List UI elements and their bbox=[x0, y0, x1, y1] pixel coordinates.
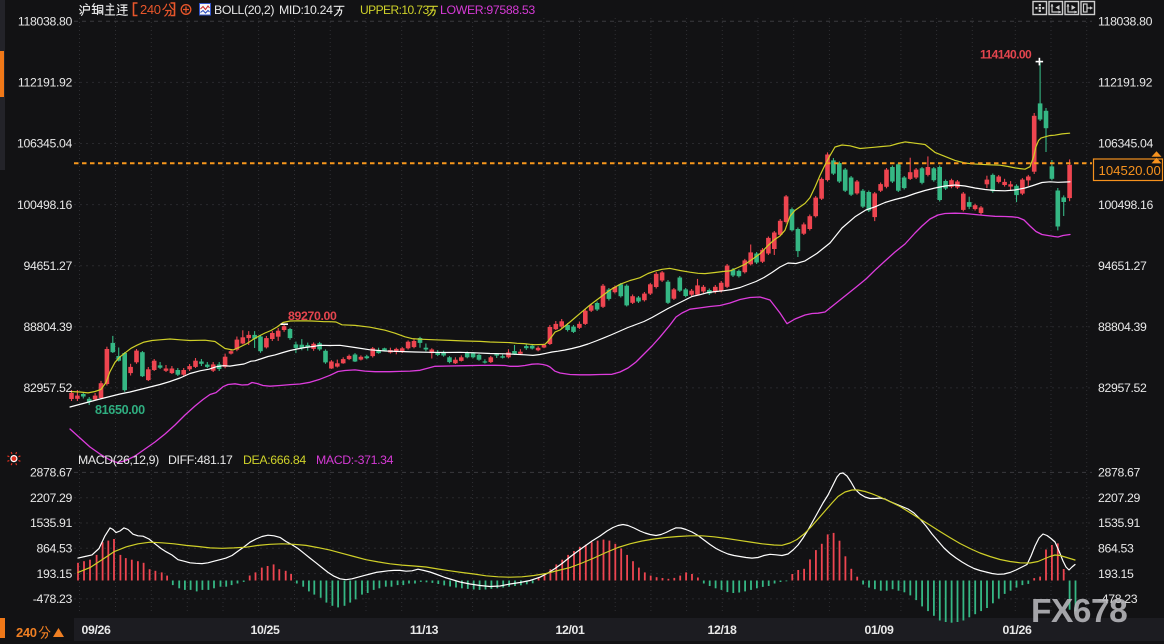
svg-text:2207.29: 2207.29 bbox=[30, 491, 73, 505]
svg-text:240: 240 bbox=[16, 625, 37, 640]
svg-text:112191.92: 112191.92 bbox=[18, 76, 73, 90]
svg-text:112191.92: 112191.92 bbox=[1098, 76, 1153, 90]
svg-text:DEA:666.84: DEA:666.84 bbox=[243, 453, 306, 467]
svg-text:12/01: 12/01 bbox=[555, 623, 585, 637]
svg-text:82957.52: 82957.52 bbox=[24, 381, 73, 395]
svg-text:BOLL(20,2): BOLL(20,2) bbox=[214, 3, 274, 17]
svg-text:12/18: 12/18 bbox=[707, 623, 737, 637]
svg-text:2878.67: 2878.67 bbox=[1098, 466, 1141, 480]
svg-text:MACD:-371.34: MACD:-371.34 bbox=[316, 453, 394, 467]
svg-text:82957.52: 82957.52 bbox=[1098, 381, 1147, 395]
svg-text:09/26: 09/26 bbox=[81, 623, 111, 637]
svg-text:864.53: 864.53 bbox=[1098, 542, 1134, 556]
svg-text:UPPER:10.73: UPPER:10.73 bbox=[360, 3, 430, 17]
svg-text:MACD(26,12,9): MACD(26,12,9) bbox=[78, 453, 159, 467]
svg-text:MID:10.24: MID:10.24 bbox=[279, 3, 333, 17]
svg-text:193.15: 193.15 bbox=[36, 567, 72, 581]
svg-text:-478.23: -478.23 bbox=[33, 592, 73, 606]
svg-text:1535.91: 1535.91 bbox=[30, 516, 73, 530]
svg-text:106345.04: 106345.04 bbox=[17, 137, 72, 151]
svg-text:11/13: 11/13 bbox=[410, 623, 439, 637]
svg-text:118038.80: 118038.80 bbox=[18, 15, 73, 29]
svg-text:DIFF:481.17: DIFF:481.17 bbox=[168, 453, 233, 467]
svg-text:100498.16: 100498.16 bbox=[1098, 198, 1153, 212]
svg-text:118038.80: 118038.80 bbox=[1098, 15, 1153, 29]
svg-text:106345.04: 106345.04 bbox=[1098, 137, 1153, 151]
svg-text:FX678: FX678 bbox=[1031, 593, 1127, 630]
svg-text:240: 240 bbox=[140, 2, 161, 17]
svg-text:100498.16: 100498.16 bbox=[17, 198, 72, 212]
svg-text:88804.39: 88804.39 bbox=[24, 320, 73, 334]
svg-text:94651.27: 94651.27 bbox=[24, 259, 73, 273]
svg-text:LOWER:97588.53: LOWER:97588.53 bbox=[440, 3, 535, 17]
svg-text:114140.00: 114140.00 bbox=[980, 48, 1032, 62]
svg-text:2207.29: 2207.29 bbox=[1098, 491, 1141, 505]
svg-text:-478.23: -478.23 bbox=[1098, 592, 1138, 606]
svg-text:89270.00: 89270.00 bbox=[288, 309, 337, 323]
svg-text:10/25: 10/25 bbox=[250, 623, 280, 637]
svg-text:01/09: 01/09 bbox=[864, 623, 894, 637]
svg-text:104520.00: 104520.00 bbox=[1099, 163, 1161, 178]
svg-text:2878.67: 2878.67 bbox=[30, 466, 73, 480]
svg-text:94651.27: 94651.27 bbox=[1098, 259, 1147, 273]
svg-text:864.53: 864.53 bbox=[36, 542, 72, 556]
svg-text:01/26: 01/26 bbox=[1002, 623, 1032, 637]
svg-text:1535.91: 1535.91 bbox=[1098, 516, 1141, 530]
svg-text:88804.39: 88804.39 bbox=[1098, 320, 1147, 334]
svg-text:81650.00: 81650.00 bbox=[95, 403, 145, 417]
svg-text:193.15: 193.15 bbox=[1098, 567, 1134, 581]
